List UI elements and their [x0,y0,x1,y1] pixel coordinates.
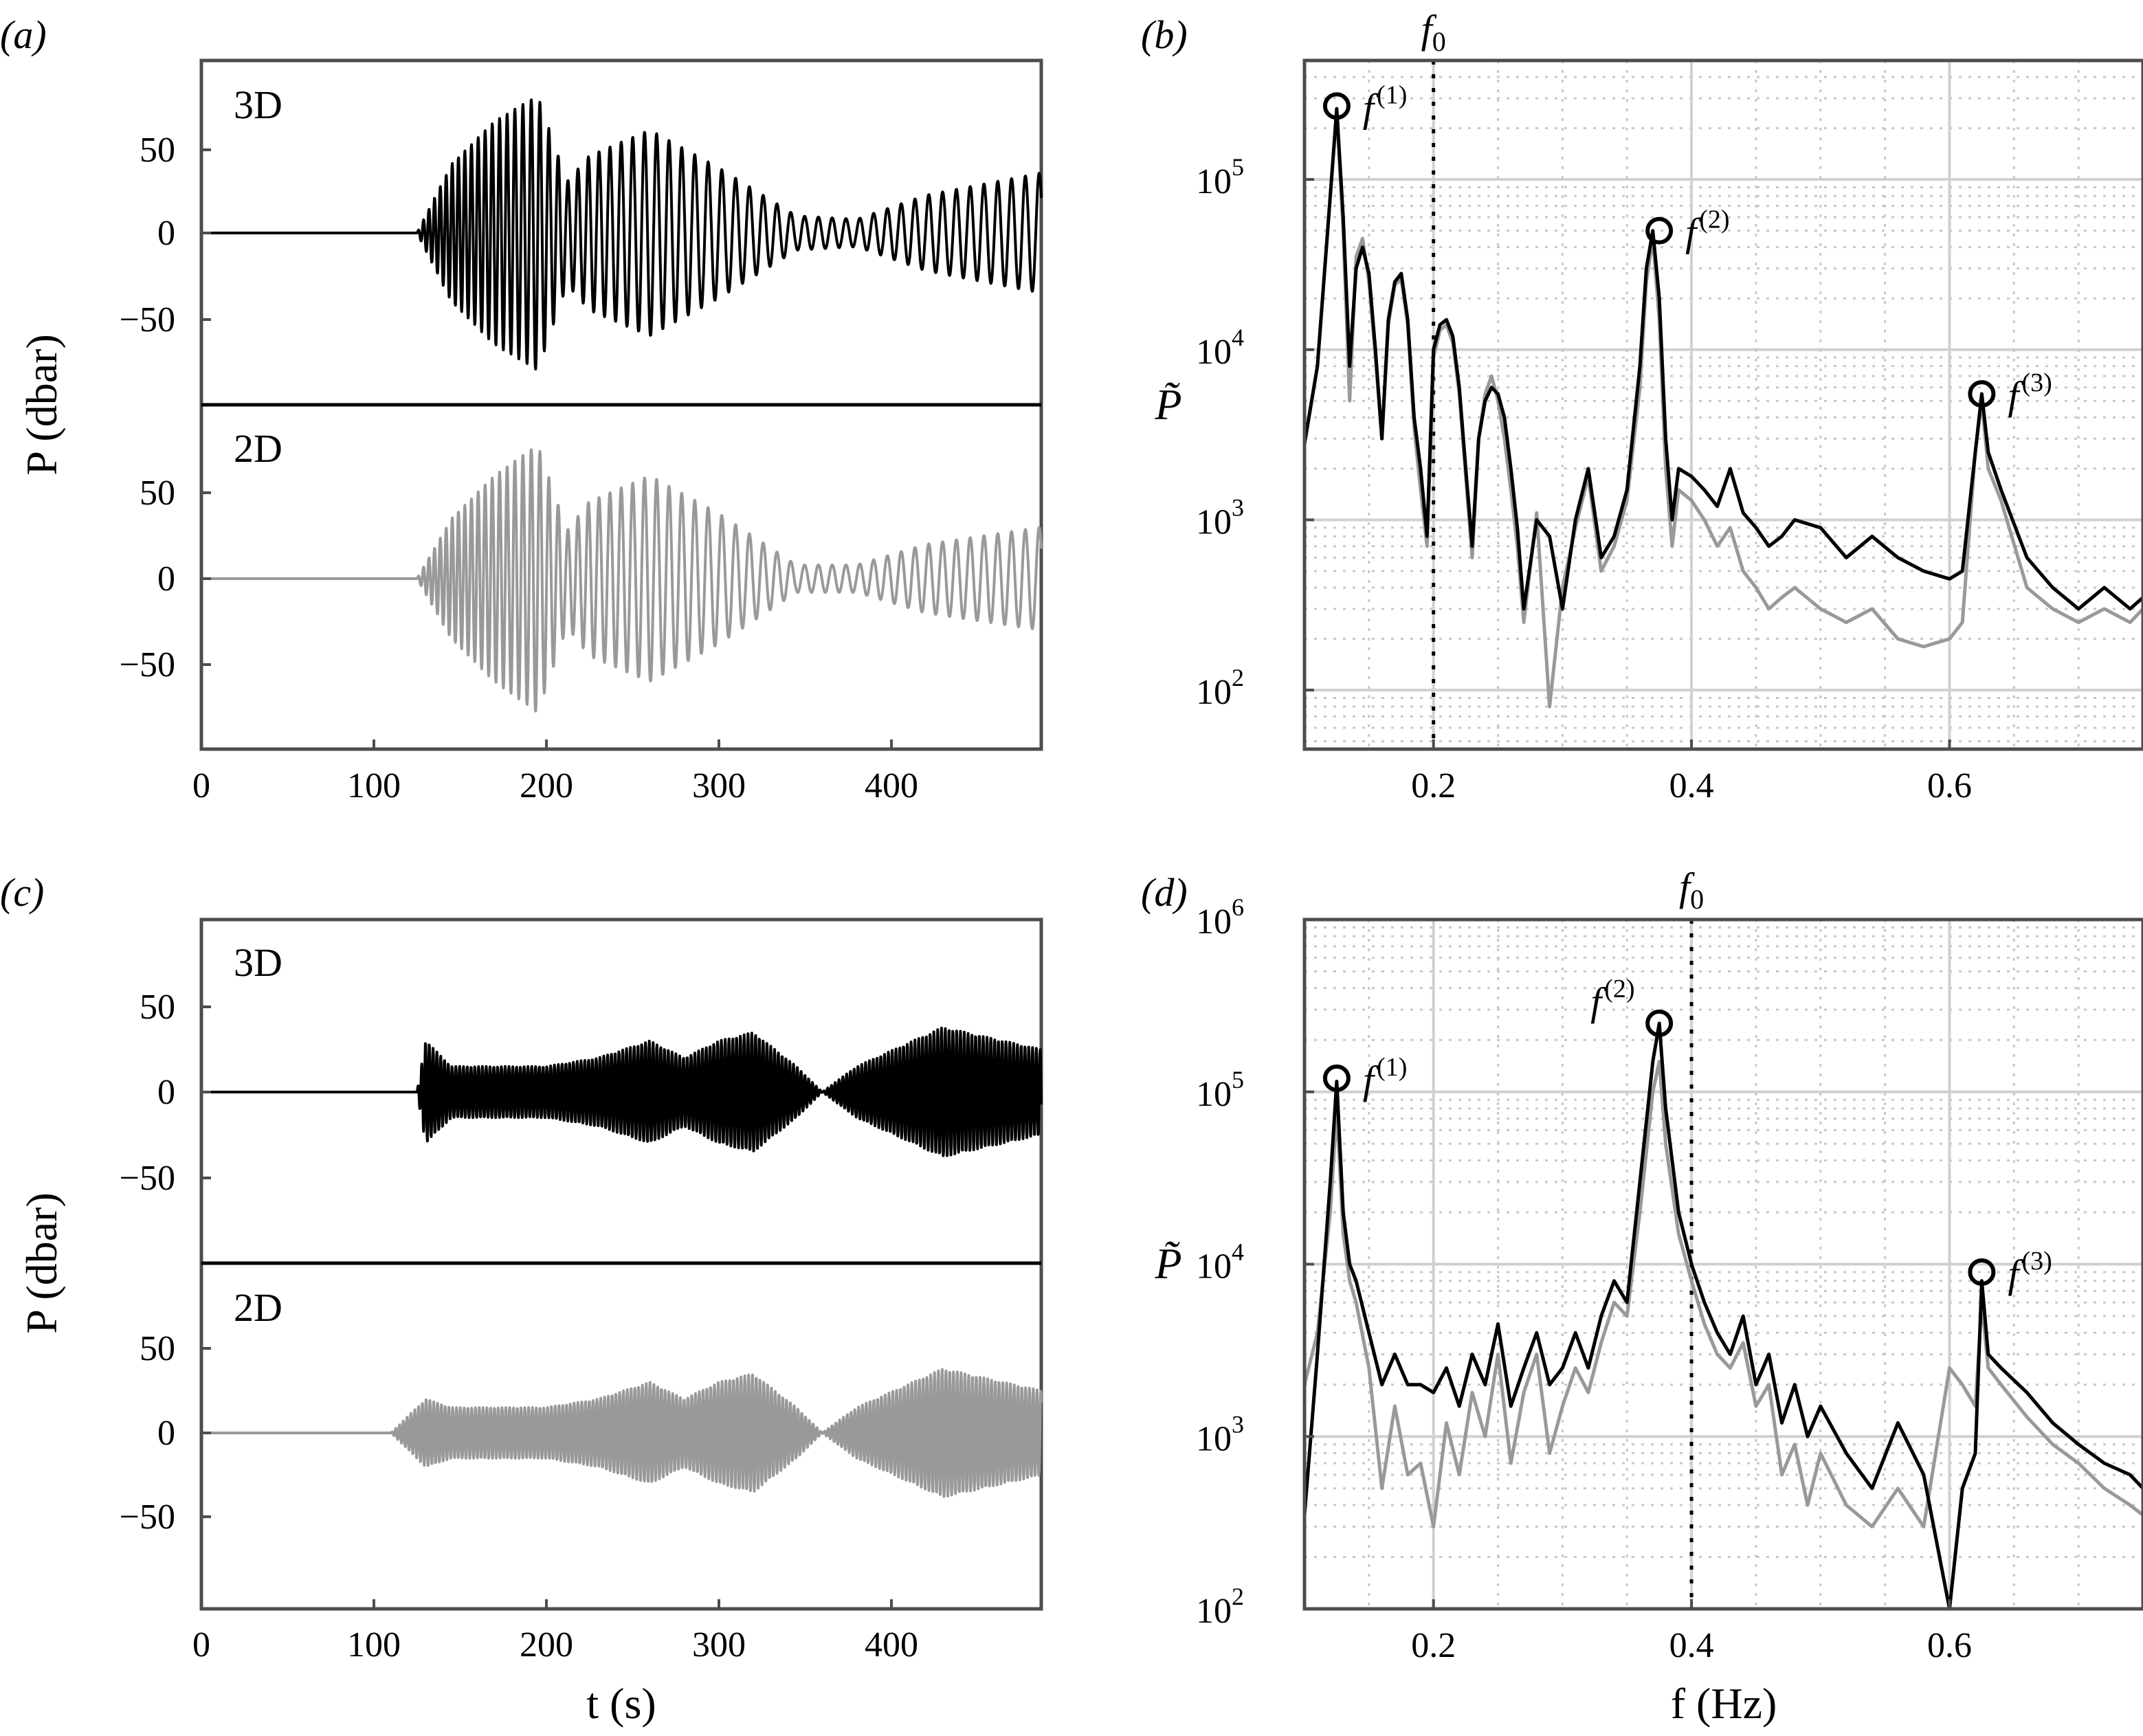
panel-label-d: (d) [1141,870,1188,915]
panel-a-3d-label: 3D [234,82,282,127]
panel-label-c: (c) [0,870,44,915]
panel-c-xtick-label-300: 300 [692,1625,746,1665]
panel-c-bottom-ytick-label-50: 50 [140,1329,175,1368]
panel-c-bottom-ytick-label-m50: −50 [120,1498,175,1537]
panel-d-ylabel: P̃ [1154,1239,1181,1288]
panel-c-xtick-label-0: 0 [192,1625,210,1665]
panel-a-2d-label: 2D [234,426,282,471]
panel-a-ylabel: P (dbar) [17,334,66,476]
d-ytick-label-3: 105 [1196,1066,1244,1114]
panel-c-xlabel: t (s) [586,1679,656,1728]
d-ytick-label-1: 103 [1196,1410,1244,1458]
d-xtick-label-1: 0.4 [1669,1626,1714,1665]
panel-c-top-ytick-label-m50: −50 [120,1159,175,1198]
panel-d: (d) f0 f (1)f (2)f (3) 0.2 0.4 0.6 102 103 104 10… [1141,865,2143,1728]
b-xtick-label-0: 0.2 [1411,766,1456,805]
b-xtick-label-1: 0.4 [1669,766,1714,805]
panel-a-xtick-label-400: 400 [865,766,918,805]
d-peak-marker-1 [1322,1064,1351,1092]
panel-a-top-ytick-label-0: 0 [157,214,175,253]
panel-c: (c) 3D 2D 50 0 −50 50 0 −50 0 100 200 30… [0,870,1043,1728]
panel-a-bottom-ytick-label-0: 0 [157,559,175,599]
b-peak-marker-1 [1322,92,1351,120]
b-ytick-label-1: 103 [1196,493,1244,542]
panel-d-2d-series-line [1302,1060,2143,1528]
panel-a-2d-series-line [200,448,1043,713]
b-xtick-label-2: 0.6 [1927,766,1972,805]
d-peak-marker-2 [1645,1009,1674,1037]
panel-a-bottom-ytick-label-m50: −50 [120,645,175,685]
panel-b-frame [1302,58,2143,751]
panel-a: (a) 3D 2D 50 0 −50 50 0 −50 0 100 200 30… [0,12,1043,805]
b-peak-marker-2 [1645,216,1674,245]
panel-b-background [1304,60,2143,749]
panel-c-bottom-ytick-label-0: 0 [157,1414,175,1453]
d-ytick-label-4: 106 [1196,893,1244,942]
b-peak-label-2: f (2) [1685,205,1729,255]
panel-c-3d-series-line [200,1026,1043,1157]
panel-c-top-ytick-label-0: 0 [157,1073,175,1112]
panel-b-f0-label: f0 [1421,7,1446,57]
panel-c-xtick-label-200: 200 [520,1625,573,1665]
panel-a-3d-series-line [200,98,1043,371]
panel-b-ylabel: P̃ [1154,380,1181,429]
panel-a-top-ytick-label-50: 50 [140,131,175,170]
panel-c-3d-label: 3D [234,940,282,985]
panel-d-f0-label: f0 [1679,865,1704,915]
b-ytick-label-2: 104 [1196,324,1244,372]
d-xtick-label-0: 0.2 [1411,1626,1456,1665]
panel-b: (b) f0 f (1)f (2)f (3) 0.2 0.4 0.610210310410… [1141,7,2143,805]
d-ytick-label-0: 102 [1196,1583,1244,1631]
panel-label-a: (a) [0,12,47,57]
panel-a-xtick-label-0: 0 [192,766,210,805]
panel-c-xtick-label-100: 100 [347,1625,401,1665]
panel-d-ticks: 0.2 0.4 0.6 102 103 104 105 106 [1196,893,1972,1665]
panel-d-3d-series-line [1302,1021,2143,1611]
panel-label-b: (b) [1141,12,1188,57]
panel-c-2d-series-line [200,1368,1043,1498]
b-peak-marker-3 [1968,380,1996,408]
d-ytick-label-2: 104 [1196,1238,1244,1287]
d-xtick-label-2: 0.6 [1927,1626,1972,1665]
panel-b-grid [1304,59,2143,749]
panel-c-xtick-label-400: 400 [865,1625,918,1665]
panel-d-markers: f (1)f (2)f (3) [1322,975,2052,1296]
panel-d-xlabel: f (Hz) [1671,1679,1777,1728]
panel-c-top-ytick-label-50: 50 [140,988,175,1027]
d-peak-marker-3 [1968,1258,1996,1286]
panel-a-bottom-ytick-label-50: 50 [140,474,175,513]
panel-b-ticks: 0.2 0.4 0.6 102 103 104 105 [1196,153,1972,805]
panel-a-top-ytick-label-m50: −50 [120,300,175,340]
panel-c-2d-label: 2D [234,1285,282,1330]
panel-a-xtick-label-200: 200 [520,766,573,805]
panel-b-3d-series-line [1302,107,2143,611]
panel-a-xtick-label-100: 100 [347,766,401,805]
b-ytick-label-0: 102 [1196,664,1244,712]
b-ytick-label-3: 105 [1196,153,1244,201]
panel-c-ylabel: P (dbar) [17,1192,66,1334]
panel-a-xtick-label-300: 300 [692,766,746,805]
